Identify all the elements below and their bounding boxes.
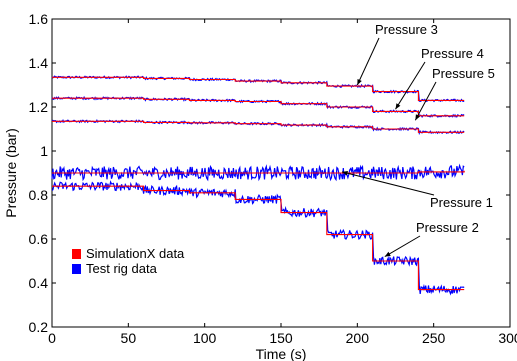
y-tick-label: 1.6 [29,11,49,27]
series-3 [51,119,465,136]
annotation-label: Pressure 3 [375,22,438,37]
annotation-3: Pressure 5 [414,66,495,121]
simulation-trace-3 [52,120,465,133]
annotation-label: Pressure 1 [430,195,493,210]
annotation-label: Pressure 2 [416,220,479,235]
y-tick-label: 0.6 [29,231,49,247]
arrowhead-icon [357,79,362,85]
y-tick-label: 0.8 [29,187,49,203]
annotation-label: Pressure 4 [421,46,484,61]
simulation-trace-1 [52,76,465,101]
y-tick-label: 0.2 [29,319,49,335]
legend-label: SimulationX data [86,246,185,261]
annotation-4: Pressure 1 [341,170,493,210]
x-tick-label: 50 [121,330,137,346]
simulation-trace-4 [52,170,465,174]
y-tick-label: 1.4 [29,55,49,71]
y-axis-title: Pressure (bar) [3,128,19,217]
series-2 [51,95,465,118]
annotation-arrow [356,37,380,86]
annotation-arrow [341,171,435,196]
annotation-5: Pressure 2 [384,220,479,258]
simulation-trace-5 [52,185,465,291]
annotation-label: Pressure 5 [432,66,495,81]
legend-label: Test rig data [86,261,158,276]
test-rig-trace-5 [51,180,465,296]
x-tick-label: 0 [48,330,56,346]
arrowhead-icon [342,170,348,176]
annotation-arrow [395,61,426,110]
legend-entry-2: Test rig data [72,261,158,276]
legend-entry-1: SimulationX data [72,246,185,261]
series-layer [51,75,465,296]
annotation-arrow [414,81,437,121]
series-1 [51,75,465,103]
y-tick-label: 1.2 [29,99,49,115]
arrowhead-icon [415,114,421,121]
series-5 [51,180,465,296]
legend-swatch [72,249,81,259]
series-4 [51,163,465,182]
annotation-arrow [384,235,421,258]
arrowhead-icon [395,103,401,110]
y-tick-label: 1 [40,143,48,159]
axes-layer: 0 50 100 150 200 250 300 0.2 0.4 0.6 0.8 1 1.2 1.4 1.6 [29,11,517,346]
x-tick-label: 200 [346,330,370,346]
x-tick-label: 100 [193,330,217,346]
x-tick-label: 250 [422,330,446,346]
simulation-trace-2 [52,97,465,117]
test-rig-trace-4 [51,163,465,182]
annotation-layer: Pressure 3 Pressure 4 Pressure 5 Pressure 1… [341,22,495,258]
x-tick-label: 300 [498,330,517,346]
y-tick-label: 0.4 [29,275,49,291]
x-axis-title: Time (s) [256,346,307,361]
arrowhead-icon [384,251,391,257]
annotation-2: Pressure 4 [395,46,484,110]
annotation-1: Pressure 3 [356,22,438,86]
legend-swatch [72,264,81,274]
x-tick-label: 150 [269,330,293,346]
